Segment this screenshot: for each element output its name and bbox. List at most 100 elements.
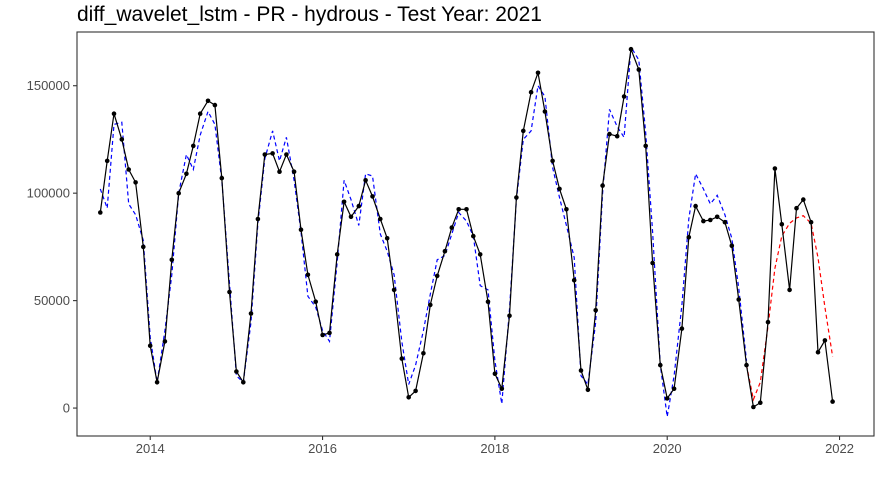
observed-point	[313, 299, 319, 305]
series-layer	[98, 45, 835, 417]
observed-point	[593, 308, 598, 313]
observed-point	[119, 137, 125, 142]
x-tick-label: 2022	[825, 441, 854, 456]
observed-point	[399, 356, 405, 361]
observed-point	[643, 143, 648, 149]
observed-point	[428, 302, 433, 308]
y-tick-label: 50000	[34, 293, 70, 308]
observed-point	[434, 273, 440, 279]
observed-point	[356, 203, 362, 209]
observed-point	[348, 214, 354, 220]
observed-point	[521, 128, 526, 134]
observed-point	[477, 252, 483, 257]
observed-point	[219, 175, 225, 181]
observed-point	[341, 199, 347, 205]
observed-point	[449, 225, 455, 230]
observed-point	[406, 395, 412, 400]
observed-point	[607, 131, 612, 137]
observed-point	[391, 287, 397, 293]
observed-point	[708, 217, 713, 223]
observed-point	[485, 299, 491, 305]
observed-point	[507, 313, 512, 319]
chart-title: diff_wavelet_lstm - PR - hydrous - Test …	[77, 3, 542, 26]
observed-point	[564, 207, 569, 212]
observed-point	[363, 178, 368, 183]
observed-point	[514, 195, 519, 200]
observed-point	[578, 368, 584, 373]
y-tick-label: 0	[63, 401, 70, 416]
observed-point	[808, 219, 814, 225]
observed-point	[679, 326, 685, 331]
x-tick-label: 2018	[480, 441, 509, 456]
observed-point	[600, 183, 605, 188]
observed-point	[456, 207, 462, 212]
observed-point	[205, 98, 211, 104]
x-tick-label: 2014	[136, 441, 165, 456]
observed-point	[636, 67, 642, 72]
observed-point	[736, 297, 741, 302]
observed-point	[714, 214, 720, 220]
observed-point	[471, 233, 476, 239]
observed-point	[104, 158, 110, 164]
observed-point	[227, 289, 232, 295]
observed-point	[305, 272, 311, 278]
observed-point	[384, 236, 390, 241]
observed-point	[621, 94, 627, 99]
observed-point	[370, 194, 375, 199]
observed-point	[442, 248, 448, 254]
axis-layer: 2014 2016 2018 2020 2022 0 50000 100000 150000	[27, 78, 854, 456]
observed-point	[111, 111, 117, 116]
observed-point	[126, 167, 131, 172]
observed-point	[571, 277, 577, 283]
observed-point	[751, 404, 756, 410]
observed-point	[772, 166, 778, 171]
observed-point	[542, 109, 548, 114]
observed-point	[154, 380, 160, 385]
observed-point	[291, 169, 297, 174]
observed-point	[722, 219, 728, 225]
observed-point	[686, 234, 692, 240]
observed-point	[779, 222, 785, 227]
observed-point	[499, 386, 505, 392]
observed-point	[162, 339, 168, 344]
observed-point	[262, 152, 268, 157]
observed-point	[277, 169, 282, 174]
observed-point	[197, 111, 203, 116]
observed-point	[815, 349, 821, 355]
observed-point	[664, 396, 670, 401]
observed-line	[99, 46, 834, 408]
observed-point	[270, 151, 275, 156]
observed-point	[701, 218, 706, 224]
observed-point	[693, 203, 698, 209]
observed-point	[255, 216, 261, 222]
observed-point	[628, 46, 634, 52]
observed-point	[320, 332, 325, 338]
observed-point	[378, 216, 383, 222]
observed-point	[794, 205, 799, 211]
observed-point	[141, 244, 146, 250]
observed-point	[744, 362, 749, 368]
observed-point	[464, 207, 469, 212]
observed-point	[327, 330, 332, 336]
observed-point	[421, 351, 426, 356]
y-tick-label: 150000	[27, 78, 70, 93]
x-tick-label: 2016	[308, 441, 337, 456]
observed-point	[191, 143, 196, 149]
y-tick-label: 100000	[27, 186, 70, 201]
observed-point	[765, 319, 771, 325]
observed-point	[650, 260, 655, 266]
observed-point	[535, 70, 541, 76]
observed-point	[98, 210, 103, 215]
observed-point	[830, 399, 835, 404]
observed-point	[822, 338, 828, 343]
panel-border	[76, 31, 875, 437]
observed-point	[133, 180, 138, 185]
observed-point	[585, 387, 591, 393]
observed-point	[801, 197, 806, 202]
forecast-line	[745, 215, 834, 402]
observed-point	[614, 133, 620, 139]
observed-point	[298, 227, 304, 232]
observed-point	[334, 252, 340, 257]
observed-point	[658, 362, 663, 368]
